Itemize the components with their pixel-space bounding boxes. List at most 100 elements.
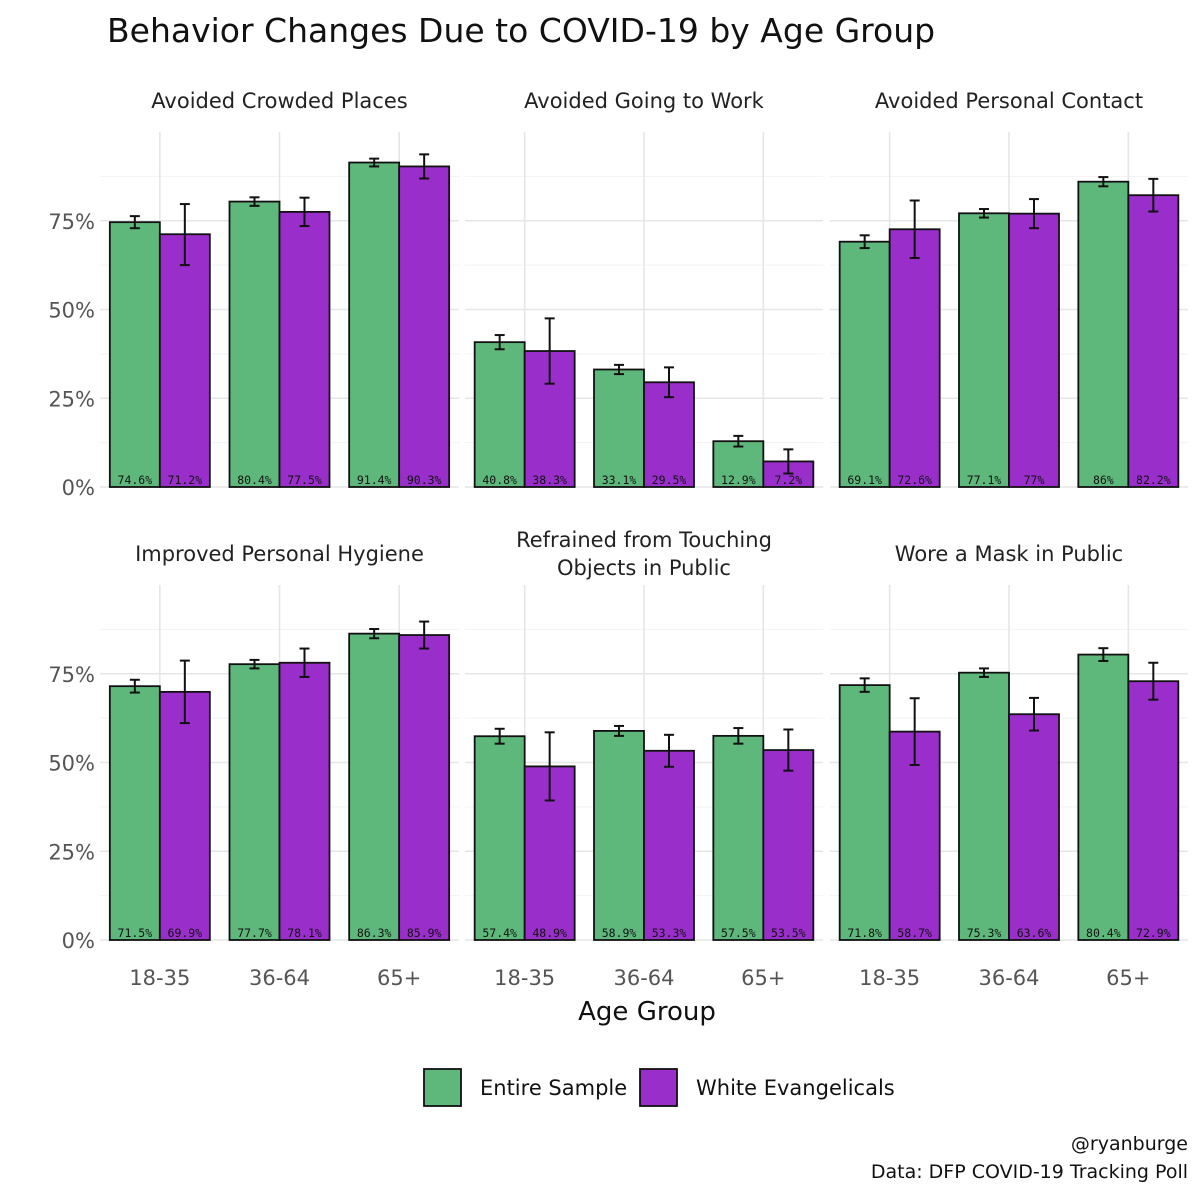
- data-label: 90.3%: [407, 473, 442, 487]
- legend-label: Entire Sample: [480, 1076, 627, 1100]
- data-label: 33.1%: [602, 473, 637, 487]
- y-tick-label: 25%: [48, 387, 95, 411]
- bar: [278, 210, 331, 488]
- facet-panel: Wore a Mask in Public 71.8% 58.7% 75.3% 63.6…: [830, 542, 1188, 990]
- data-label: 78.1%: [287, 926, 322, 940]
- data-label: 91.4%: [357, 473, 392, 487]
- bar: [228, 663, 281, 941]
- legend-label: White Evangelicals: [696, 1076, 895, 1100]
- data-label: 71.5%: [118, 926, 153, 940]
- bar: [593, 368, 645, 488]
- facet-panel: Refrained from Touching Objects in Public…: [465, 528, 823, 990]
- legend-swatch: [639, 1068, 678, 1107]
- legend: Entire Sample White Evangelicals: [423, 1068, 895, 1107]
- facet-title: Improved Personal Hygiene: [135, 542, 424, 566]
- bar: [158, 690, 211, 941]
- data-label: 71.8%: [847, 926, 882, 940]
- y-tick-label: 75%: [48, 210, 95, 234]
- facet-title: Avoided Going to Work: [524, 89, 765, 113]
- facet-panel: Improved Personal Hygiene 0% 25% 50% 75% 71.5…: [48, 542, 459, 990]
- bar: [712, 734, 765, 941]
- bar: [643, 749, 695, 941]
- facet-title: Objects in Public: [557, 556, 731, 580]
- bar: [1127, 680, 1180, 941]
- data-label: 57.5%: [721, 926, 756, 940]
- bar: [348, 161, 401, 488]
- bar: [108, 685, 161, 941]
- y-tick-label: 50%: [48, 752, 95, 776]
- data-label: 7.2%: [774, 473, 802, 487]
- data-label: 72.6%: [897, 473, 932, 487]
- data-label: 74.6%: [118, 473, 153, 487]
- data-label: 75.3%: [967, 926, 1002, 940]
- data-label: 29.5%: [652, 473, 687, 487]
- bar: [158, 233, 211, 488]
- data-label: 86%: [1093, 473, 1114, 487]
- facet-panel: Avoided Going to Work 40.8% 38.3% 33.1% 29.5…: [465, 89, 823, 488]
- x-tick-label: 18-35: [494, 966, 555, 990]
- bar: [1008, 212, 1060, 488]
- y-tick-label: 50%: [48, 299, 95, 323]
- bar: [838, 240, 891, 488]
- data-label: 58.7%: [897, 926, 932, 940]
- bar: [1077, 180, 1130, 488]
- facet-panels: Avoided Crowded Places 0% 25% 50% 75% 74.6% 71…: [48, 89, 1188, 990]
- bar: [1127, 194, 1180, 488]
- data-label: 77.5%: [287, 473, 322, 487]
- data-label: 38.3%: [532, 473, 567, 487]
- x-tick-label: 18-35: [129, 966, 190, 990]
- data-label: 77.7%: [237, 926, 272, 940]
- data-label: 53.3%: [652, 926, 687, 940]
- data-label: 40.8%: [482, 473, 517, 487]
- data-label: 77.1%: [967, 473, 1002, 487]
- data-label: 72.9%: [1136, 926, 1171, 940]
- x-axis-title: Age Group: [578, 997, 716, 1027]
- caption-handle: @ryanburge: [1071, 1133, 1188, 1155]
- data-label: 69.1%: [847, 473, 882, 487]
- facet-title: Refrained from Touching: [516, 528, 772, 552]
- bar: [643, 381, 695, 488]
- data-label: 63.6%: [1017, 926, 1052, 940]
- data-label: 80.4%: [1086, 926, 1121, 940]
- bar: [228, 200, 281, 488]
- x-tick-label: 18-35: [859, 966, 920, 990]
- data-label: 77%: [1024, 473, 1045, 487]
- data-label: 80.4%: [237, 473, 272, 487]
- facet-panel: Avoided Crowded Places 0% 25% 50% 75% 74.6% 71…: [48, 89, 459, 500]
- bar: [398, 165, 451, 488]
- data-label: 82.2%: [1136, 473, 1171, 487]
- data-label: 48.9%: [532, 926, 567, 940]
- y-tick-label: 0%: [62, 476, 95, 500]
- bar: [348, 632, 401, 941]
- y-tick-label: 75%: [48, 663, 95, 687]
- facet-title: Avoided Crowded Places: [151, 89, 407, 113]
- bar: [473, 735, 526, 941]
- y-tick-label: 25%: [48, 840, 95, 864]
- x-tick-label: 36-64: [613, 966, 674, 990]
- bar: [958, 671, 1010, 941]
- bar: [473, 341, 526, 488]
- bar: [838, 684, 891, 941]
- data-label: 53.5%: [771, 926, 806, 940]
- bar: [593, 730, 645, 941]
- data-label: 85.9%: [407, 926, 442, 940]
- x-tick-label: 36-64: [978, 966, 1039, 990]
- bar: [958, 212, 1010, 488]
- data-label: 12.9%: [721, 473, 756, 487]
- facet-title: Avoided Personal Contact: [875, 89, 1143, 113]
- bar: [398, 634, 451, 941]
- x-tick-label: 36-64: [249, 966, 310, 990]
- bar: [108, 221, 161, 488]
- bar: [888, 730, 941, 941]
- bar: [888, 228, 941, 488]
- data-label: 86.3%: [357, 926, 392, 940]
- legend-swatch: [423, 1068, 462, 1107]
- bar: [1077, 653, 1130, 941]
- facet-title: Wore a Mask in Public: [895, 542, 1123, 566]
- data-label: 58.9%: [602, 926, 637, 940]
- data-label: 69.9%: [168, 926, 203, 940]
- x-tick-label: 65+: [1106, 966, 1150, 990]
- x-tick-label: 65+: [741, 966, 785, 990]
- bar: [762, 749, 815, 941]
- bar: [1008, 713, 1060, 941]
